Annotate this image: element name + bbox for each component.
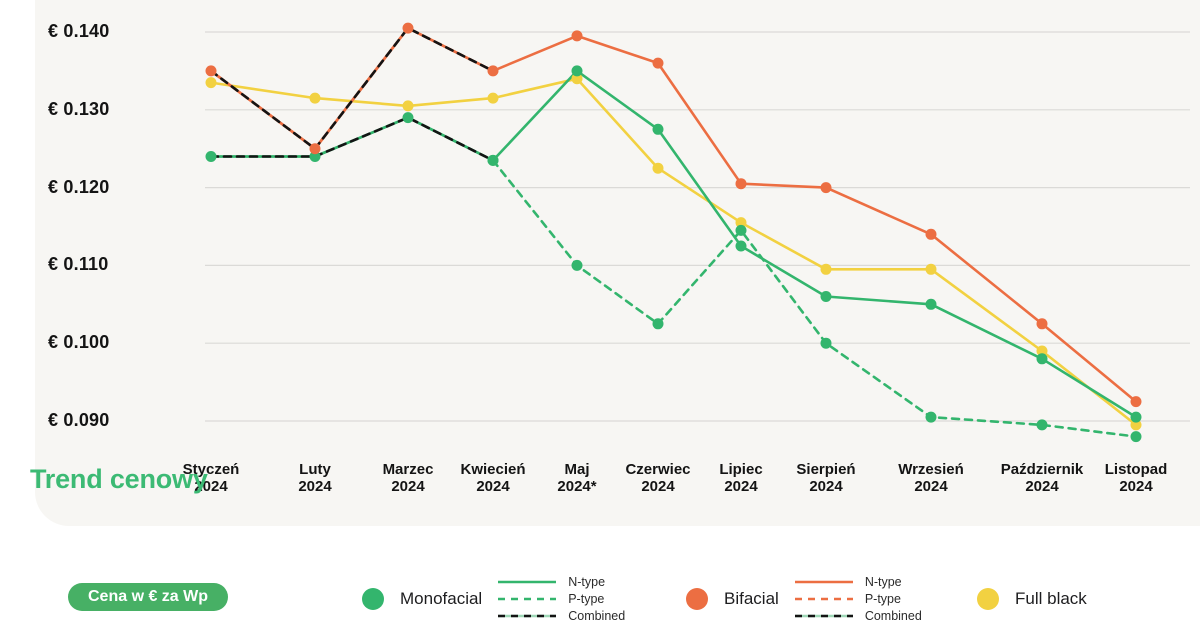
data-point-marker [402,112,414,124]
data-point-marker [402,100,414,112]
data-point-marker [652,318,664,330]
data-point-marker [205,151,217,162]
data-point-marker [1130,431,1142,443]
data-point-marker [1036,318,1048,330]
data-point-marker [571,65,583,77]
data-point-marker [309,151,321,162]
data-point-marker [487,65,499,77]
data-point-marker [571,259,583,271]
data-point-marker [309,92,321,104]
data-point-marker [1036,419,1048,431]
data-point-marker [735,178,747,190]
data-point-marker [820,182,832,194]
data-point-marker [925,263,937,275]
data-point-marker [1130,396,1142,408]
series-line [209,116,495,162]
data-point-marker [925,298,937,310]
data-point-marker [820,263,832,275]
series-line [209,69,1138,419]
data-point-marker [735,224,747,236]
chart-panel [35,0,1200,526]
data-point-marker [925,411,937,423]
data-point-marker [487,92,499,104]
data-point-marker [402,22,414,34]
data-point-marker [652,123,664,135]
series-line [209,26,1138,403]
data-point-marker [205,77,217,89]
data-point-marker [820,291,832,302]
data-point-marker [735,217,747,229]
data-point-marker [205,65,217,77]
data-point-marker [925,228,937,240]
data-point-marker [820,337,832,349]
data-point-marker [735,240,747,252]
data-point-marker [652,162,664,174]
data-point-marker [1130,419,1142,431]
data-point-marker [309,143,321,155]
series-line [209,26,495,150]
chart-title: Trend cenowy [30,464,208,494]
series-line [209,77,1138,427]
series-line [491,159,1138,438]
data-point-marker [1130,411,1142,423]
data-point-marker [571,73,583,85]
data-point-marker [571,30,583,42]
data-point-marker [1036,353,1048,365]
data-point-marker [487,154,499,166]
data-point-marker [1036,345,1048,357]
price-unit-badge: Cena w € za Wp [68,583,229,611]
data-point-marker [652,57,664,69]
